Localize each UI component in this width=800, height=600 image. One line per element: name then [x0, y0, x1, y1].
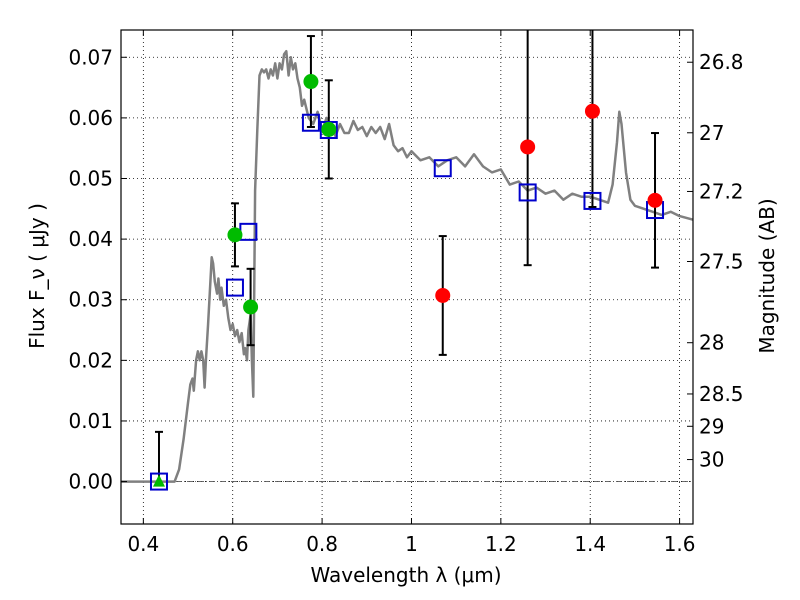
y-tick-label: 0.00 — [68, 470, 113, 494]
axes — [120, 29, 694, 525]
grid — [121, 30, 693, 524]
y-tick-label: 0.06 — [68, 106, 113, 130]
observed-photometry-marker — [520, 139, 536, 155]
observed-photometry-marker — [584, 103, 600, 119]
magnitude-tick-label: 27.5 — [699, 249, 744, 273]
tick-labels: 0.4 0.6 0.8 1 1.2 1.4 1.6 0.00 0.01 0.02 0.03 0.04 0… — [68, 45, 743, 556]
magnitude-tick-label: 27 — [699, 121, 724, 145]
x-tick-label: 0.4 — [127, 532, 159, 556]
magnitude-tick-label: 30 — [699, 448, 724, 472]
observed-photometry-marker — [321, 121, 337, 137]
magnitude-tick-label: 26.8 — [699, 50, 744, 74]
magnitude-tick-label: 27.2 — [699, 179, 744, 203]
y-tick-label: 0.07 — [68, 45, 113, 69]
model-photometry-marker — [583, 191, 602, 210]
magnitude-tick-label: 28.5 — [699, 382, 744, 406]
y-tick-label: 0.04 — [68, 227, 113, 251]
model-spectrum-line — [121, 49, 694, 483]
y-axis-label-left: Flux F_ν ( μJy ) — [25, 203, 49, 349]
x-tick-label: 1.4 — [574, 532, 606, 556]
model-photometry-marker — [149, 472, 168, 491]
upper-limit-marker — [152, 474, 165, 487]
observed-photometry-marker — [227, 227, 243, 243]
x-tick-label: 0.6 — [217, 532, 249, 556]
x-tick-label: 1 — [405, 532, 418, 556]
observed-photometry-marker — [243, 299, 259, 315]
x-tick-label: 1.2 — [485, 532, 517, 556]
y-tick-label: 0.01 — [68, 409, 113, 433]
y-tick-label: 0.03 — [68, 288, 113, 312]
x-axis-label: Wavelength λ (μm) — [310, 563, 501, 587]
model-photometry-marker — [433, 159, 452, 178]
plot-frame — [120, 29, 694, 525]
observed-photometry-marker — [435, 287, 451, 303]
observed-photometry-marker — [303, 74, 319, 90]
model-photometry-marker — [225, 278, 244, 297]
magnitude-tick-label: 29 — [699, 414, 724, 438]
y-axis-label-right: Magnitude (AB) — [755, 198, 779, 353]
y-tick-label: 0.02 — [68, 348, 113, 372]
x-tick-label: 0.8 — [306, 532, 338, 556]
observed-photometry-marker — [647, 192, 663, 208]
model-photometry-marker — [301, 113, 320, 132]
y-tick-label: 0.05 — [68, 167, 113, 191]
model-photometry-marker — [518, 183, 537, 202]
magnitude-tick-label: 28 — [699, 331, 724, 355]
x-tick-label: 1.6 — [664, 532, 696, 556]
plot-area — [121, 30, 694, 491]
